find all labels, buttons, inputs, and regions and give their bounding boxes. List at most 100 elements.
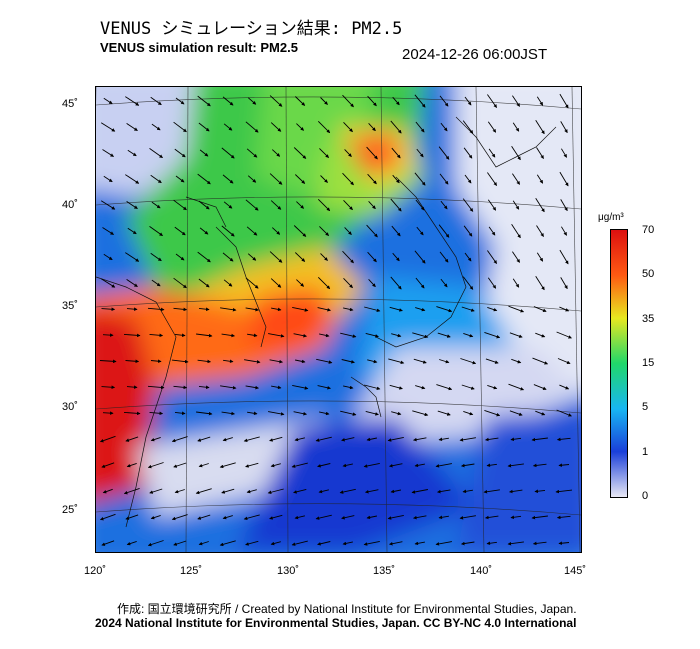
wind-arrow (439, 359, 450, 364)
wind-arrow (440, 122, 448, 132)
wind-arrow (319, 333, 330, 338)
wind-arrow (222, 515, 233, 520)
wind-arrow (147, 307, 165, 312)
wind-arrow (390, 120, 402, 134)
wind-arrow (294, 437, 306, 442)
concentration-field (96, 87, 581, 552)
wind-arrow (508, 305, 525, 313)
wind-arrow (415, 307, 426, 312)
lon-label-130: 130˚ (277, 565, 300, 577)
wind-arrow (412, 410, 429, 417)
wind-arrow (316, 358, 333, 364)
wind-arrow (126, 540, 137, 546)
wind-arrow (199, 149, 209, 157)
wind-arrow (392, 174, 400, 184)
wind-arrow (463, 147, 473, 159)
wind-arrow (291, 462, 308, 468)
wind-arrow (270, 200, 282, 210)
wind-arrow (367, 251, 377, 263)
wind-arrow (342, 172, 354, 186)
wind-arrow (221, 488, 235, 494)
wind-arrow (340, 410, 357, 416)
wind-arrow (173, 199, 187, 211)
wind-arrow (296, 201, 305, 209)
wind-arrow (125, 174, 140, 184)
wind-arrow (367, 173, 377, 185)
wind-arrow (389, 306, 403, 312)
wind-arrow (269, 359, 283, 364)
wind-arrow (103, 253, 113, 261)
lon-label-140: 140˚ (470, 565, 493, 577)
wind-arrow (125, 96, 140, 106)
wind-arrow (126, 201, 138, 209)
wind-arrow (392, 96, 400, 106)
wind-arrow (560, 199, 568, 212)
wind-arrow (173, 540, 187, 546)
wind-arrow (367, 359, 378, 364)
wind-arrow (483, 489, 500, 494)
wind-arrow (439, 95, 449, 107)
wind-arrow (484, 409, 501, 417)
wind-arrow (488, 148, 496, 158)
wind-arrow (485, 437, 499, 442)
wind-arrow (221, 411, 235, 416)
wind-arrow (365, 489, 379, 494)
wind-arrow (415, 199, 425, 211)
wind-arrow (317, 120, 331, 134)
wind-arrow (271, 307, 282, 312)
wind-arrow (343, 385, 354, 390)
wind-arrow (560, 121, 568, 134)
wind-arrow (556, 515, 571, 520)
wind-arrow (415, 121, 425, 133)
wind-arrow (557, 358, 571, 365)
wind-arrow (101, 540, 115, 546)
wind-arrow (174, 148, 186, 158)
wind-arrow (246, 148, 258, 158)
wind-arrow (317, 385, 331, 390)
wind-arrow (102, 227, 115, 235)
wind-arrow (364, 384, 381, 390)
wind-arrow (487, 250, 497, 264)
wind-arrow (512, 95, 520, 107)
wind-arrow (245, 199, 259, 211)
wind-arrow (150, 174, 162, 184)
wind-arrow (101, 462, 115, 468)
wind-arrow (198, 541, 209, 546)
wind-arrow (318, 489, 330, 494)
wind-arrow (196, 333, 213, 338)
wind-arrow (461, 306, 475, 312)
wind-arrow (460, 358, 477, 365)
wind-arrow (367, 95, 377, 107)
wind-arrow (294, 252, 306, 262)
wind-arrow (103, 97, 113, 105)
wind-arrow (512, 122, 520, 132)
wind-arrow (173, 121, 187, 133)
wind-arrow (368, 200, 376, 210)
wind-arrow (535, 332, 546, 338)
wind-arrow (292, 306, 309, 312)
colorbar-tick-50: 50 (642, 268, 655, 280)
wind-arrow (222, 252, 234, 262)
colorbar-tick-0: 0 (642, 490, 649, 502)
wind-arrow (412, 332, 429, 339)
wind-arrow (149, 488, 163, 494)
wind-arrow (462, 198, 474, 212)
wind-arrow (487, 172, 497, 186)
wind-arrow (558, 463, 570, 467)
wind-arrow (368, 122, 376, 132)
wind-arrow (271, 385, 282, 390)
wind-arrow (536, 96, 544, 106)
wind-arrow (487, 277, 497, 289)
wind-arrow (391, 333, 402, 338)
wind-arrow (245, 307, 259, 312)
lon-label-120: 120˚ (84, 565, 107, 577)
wind-arrow (150, 359, 162, 363)
wind-arrow (173, 277, 187, 289)
wind-arrow (150, 436, 161, 442)
wind-arrow (414, 463, 425, 468)
wind-arrow (342, 250, 354, 264)
wind-arrow (196, 411, 213, 416)
wind-arrow (389, 463, 403, 468)
colorbar-tick-35: 35 (642, 313, 655, 325)
wind-arrow (438, 224, 450, 238)
